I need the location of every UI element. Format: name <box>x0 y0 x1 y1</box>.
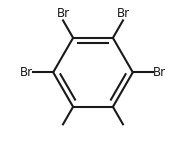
Text: Br: Br <box>20 66 33 79</box>
Text: Br: Br <box>153 66 166 79</box>
Text: Br: Br <box>116 7 130 20</box>
Text: Br: Br <box>56 7 70 20</box>
